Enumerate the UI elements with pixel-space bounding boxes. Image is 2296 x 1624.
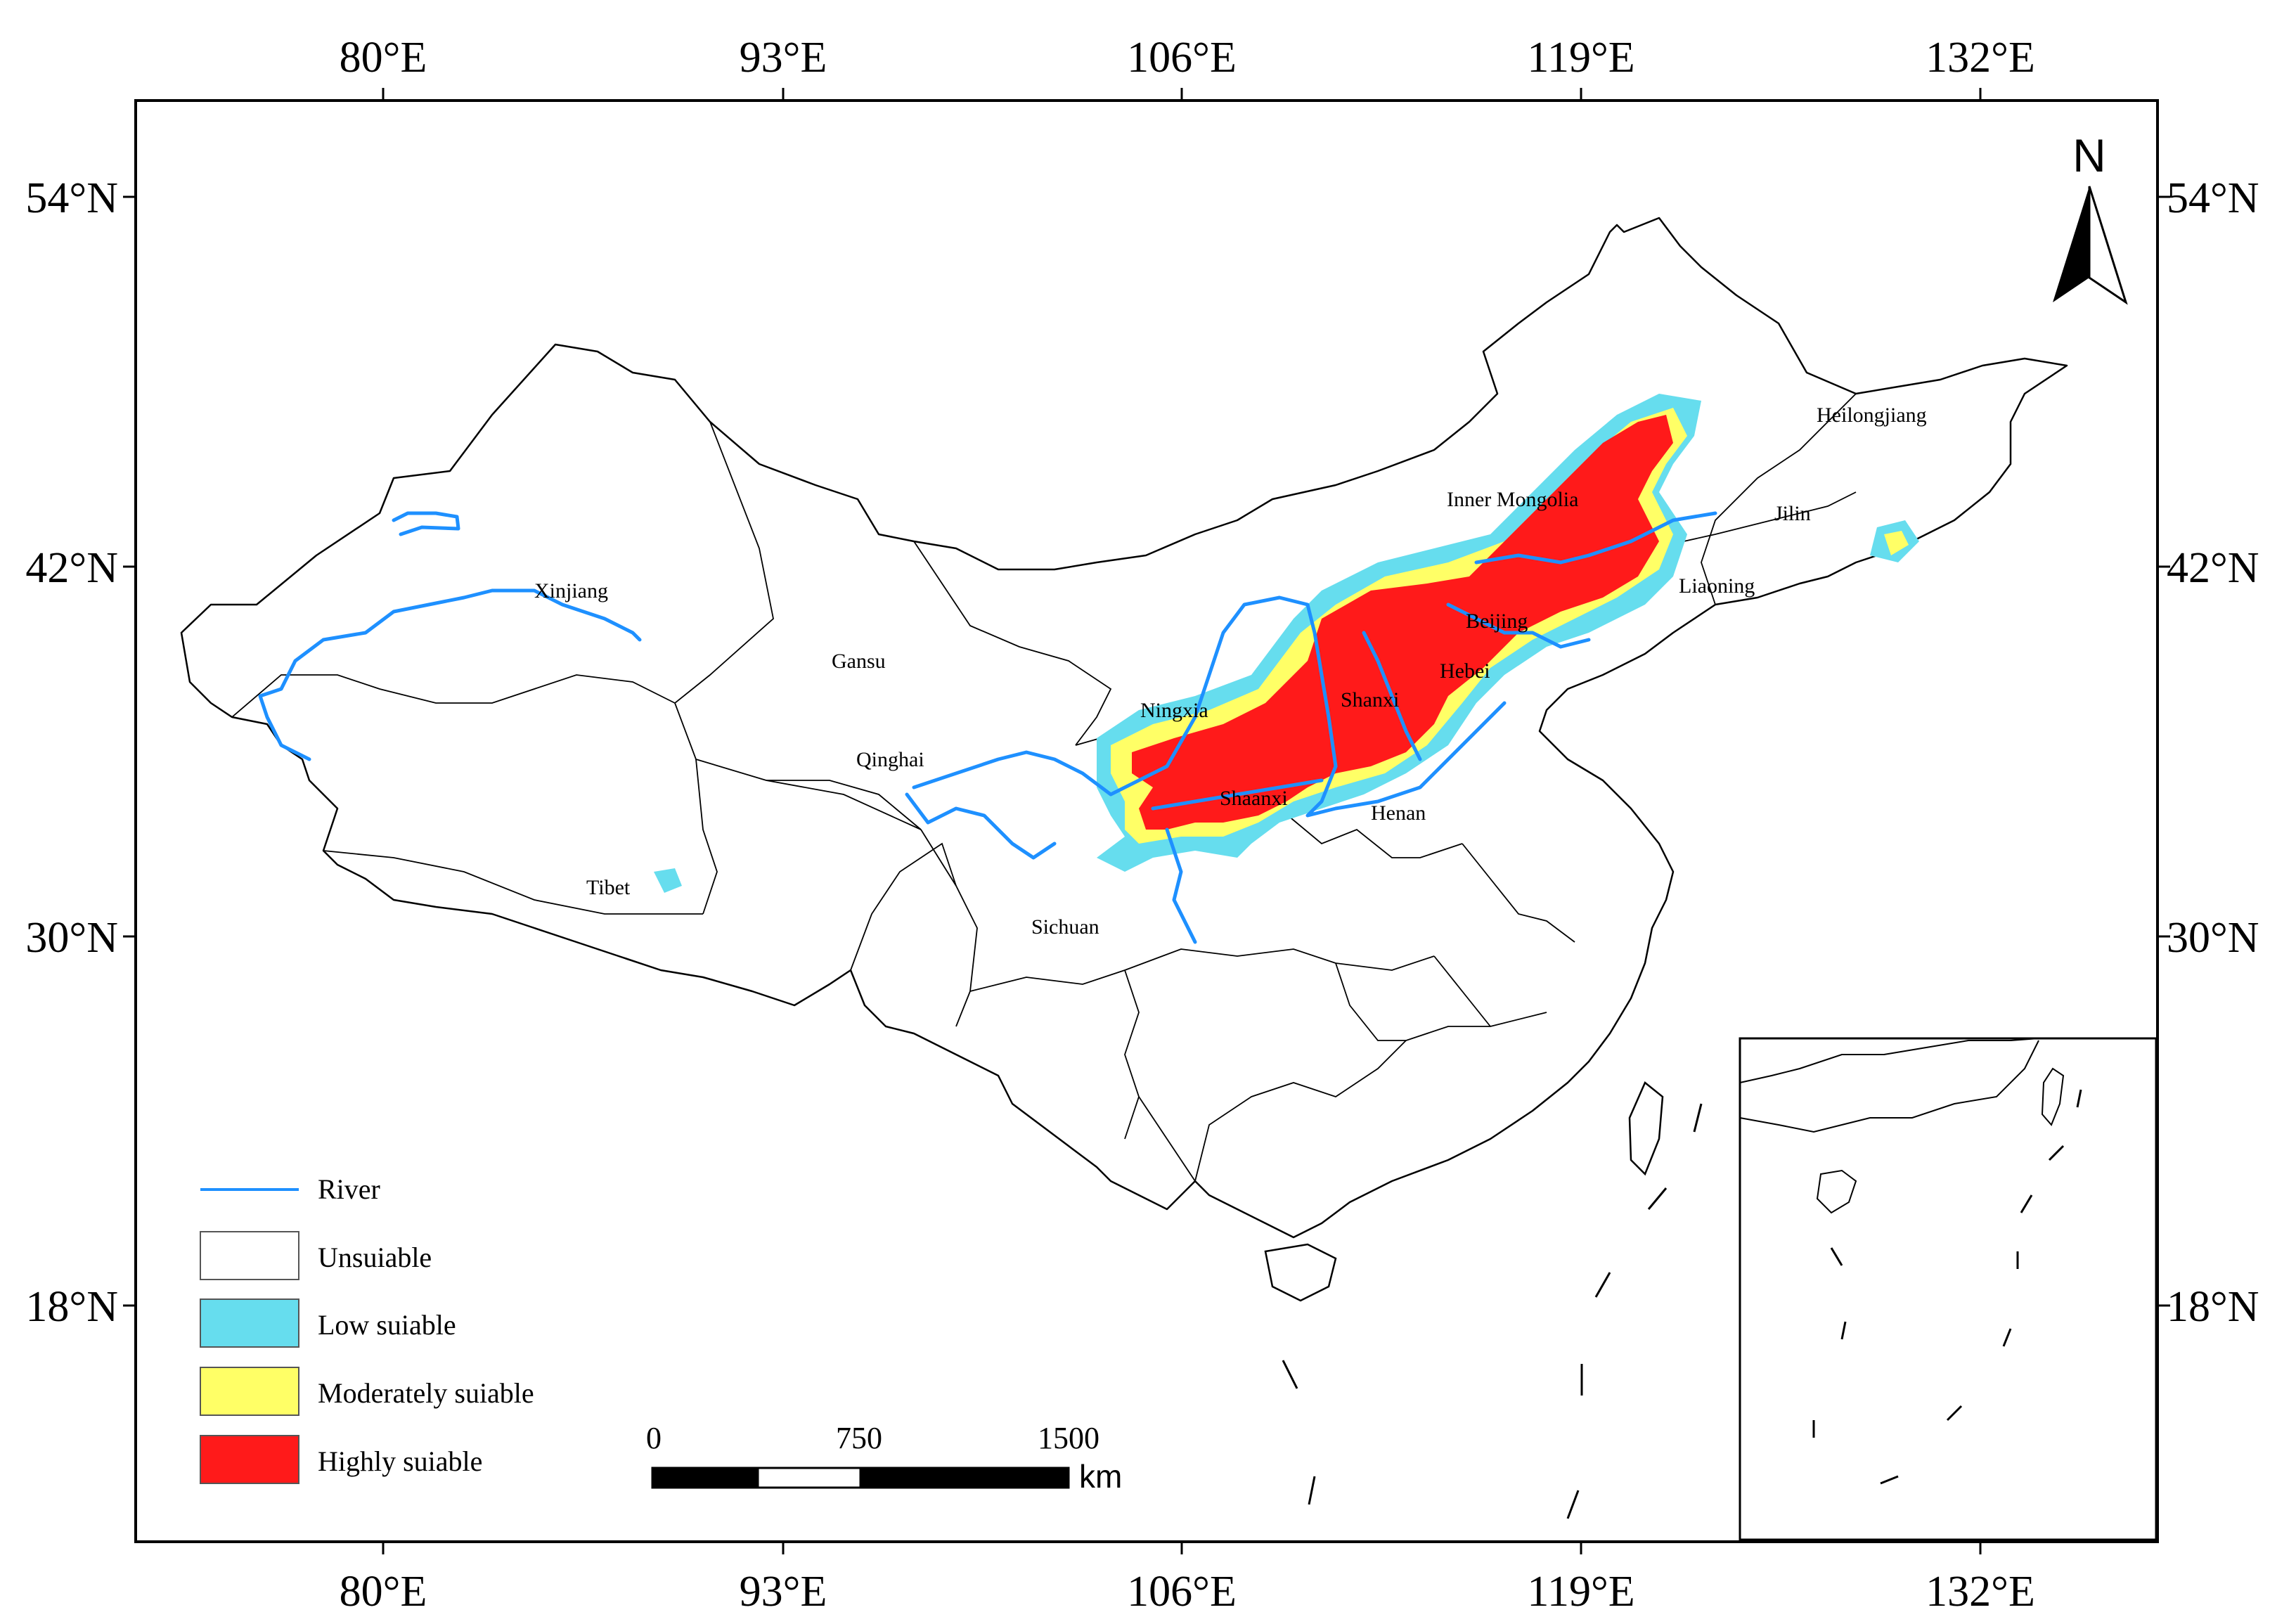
inset-frame (1739, 1037, 2158, 1541)
province-label-beijing: Beijing (1466, 610, 1528, 633)
scale-segment (859, 1467, 1070, 1489)
river-yangtze-upper (1165, 827, 1197, 944)
right-axis-label: 54°N (2167, 174, 2259, 222)
left-axis-label: 18°N (25, 1283, 118, 1331)
river-yellow-upper (905, 792, 1057, 860)
bottom-axis-label: 119°E (1527, 1568, 1634, 1616)
bottom-axis-label: 106°E (1127, 1568, 1237, 1616)
river-fen (1362, 631, 1422, 761)
scale-unit: km (1079, 1458, 1122, 1495)
bottom-axis-label: 80°E (340, 1568, 427, 1616)
province-label-liaoning: Liaoning (1679, 574, 1755, 598)
scale-tick-750: 750 (836, 1421, 882, 1455)
moderate-suitability-patch (1884, 531, 1909, 555)
bottom-axis-label: 132°E (1926, 1568, 2035, 1616)
left-axis-label: 54°N (25, 174, 118, 222)
right-axis-label: 42°N (2167, 544, 2259, 592)
top-axis-label: 132°E (1926, 34, 2035, 82)
river-tarim (258, 588, 642, 761)
north-arrow-icon (2053, 186, 2128, 305)
suitability-zones (654, 394, 1919, 893)
top-axis-label: 119°E (1527, 34, 1634, 82)
province-label-gansu: Gansu (832, 650, 886, 673)
north-arrow-label: N (2072, 129, 2106, 181)
legend-label-unsuitable: Unsuiable (318, 1242, 432, 1273)
right-axis-label: 18°N (2167, 1283, 2259, 1331)
province-label-heilongjiang: Heilongjiang (1817, 404, 1927, 427)
province-label-hebei: Hebei (1440, 659, 1490, 683)
scale-tick-1500: 1500 (1038, 1421, 1099, 1455)
top-axis-label: 106°E (1127, 34, 1237, 82)
province-label-tibet: Tibet (586, 876, 631, 899)
right-axis-label: 30°N (2167, 914, 2259, 962)
province-label-qinghai: Qinghai (856, 748, 924, 771)
province-label-ningxia: Ningxia (1140, 699, 1208, 722)
legend-moderate-swatch (200, 1367, 299, 1416)
scale-bar: 0 750 1500 km (646, 1421, 1122, 1495)
top-axis-label: 93°E (740, 34, 827, 82)
inset-hainan (1816, 1169, 1857, 1214)
top-axis-label: 80°E (340, 34, 427, 82)
legend-label-low: Low suiable (318, 1309, 456, 1341)
inset-coastline (1739, 1038, 2039, 1083)
province-label-henan: Henan (1371, 801, 1426, 825)
taiwan-island (1628, 1081, 1664, 1176)
legend-high-swatch (200, 1435, 299, 1484)
inset-nine-dash-line (1812, 1089, 2082, 1485)
province-label-sichuan: Sichuan (1031, 915, 1099, 939)
province-label-shanxi: Shanxi (1341, 688, 1399, 711)
legend-label-river: River (318, 1173, 380, 1205)
province-label-jilin: Jilin (1774, 502, 1811, 525)
legend-low-swatch (200, 1298, 299, 1348)
left-axis-label: 42°N (25, 544, 118, 592)
rivers (258, 511, 1717, 944)
river-yellow (912, 595, 1507, 818)
river-hai (1446, 602, 1591, 649)
north-arrow: N (2053, 129, 2128, 305)
axis-ticks (123, 88, 2170, 1554)
province-label-inner-mongolia: Inner Mongolia (1447, 488, 1578, 511)
legend-label-high: Highly suiable (318, 1445, 482, 1477)
high-suitability-zone (1132, 415, 1673, 830)
province-label-shaanxi: Shaanxi (1220, 787, 1288, 810)
bottom-axis-label: 93°E (740, 1568, 827, 1616)
inset-coastline (1739, 1040, 2039, 1133)
legend: River Unsuiable Low suiable Moderately s… (200, 1173, 534, 1484)
river-liao (1474, 511, 1717, 565)
hainan-island (1264, 1243, 1337, 1302)
river-wei (1151, 778, 1324, 811)
legend-unsuitable-swatch (200, 1231, 299, 1280)
nine-dash-line (1282, 1103, 1703, 1519)
inset-map (1739, 1037, 2158, 1541)
river-ili (392, 511, 460, 536)
province-label-xinjiang: Xinjiang (534, 579, 608, 602)
low-suitability-patch (654, 868, 682, 893)
inset-taiwan (2041, 1067, 2065, 1126)
scale-segment (756, 1467, 862, 1489)
scale-tick-0: 0 (646, 1421, 662, 1455)
left-axis-label: 30°N (25, 914, 118, 962)
legend-label-moderate: Moderately suiable (318, 1377, 534, 1409)
scale-segment (651, 1467, 759, 1489)
